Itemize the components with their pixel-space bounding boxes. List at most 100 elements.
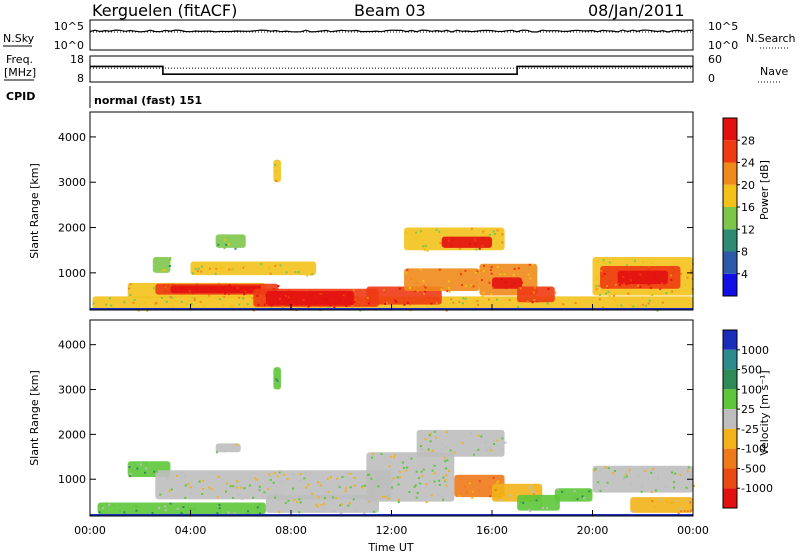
velocity-speck xyxy=(207,486,210,489)
velocity-speck xyxy=(528,486,531,489)
velocity-speck xyxy=(363,484,366,487)
power-speck xyxy=(464,269,467,272)
velocity-speck xyxy=(670,471,673,474)
power-speck xyxy=(164,268,167,271)
velocity-speck xyxy=(441,495,444,498)
velocity-speck xyxy=(581,495,584,498)
velocity-speck xyxy=(416,492,419,495)
power-speck xyxy=(200,270,203,273)
power-colorbar-swatch xyxy=(723,273,737,296)
power-speck xyxy=(307,305,310,308)
velocity-speck xyxy=(272,481,275,484)
power-colorbar-swatch xyxy=(723,229,737,252)
velocity-speck xyxy=(398,498,401,501)
power-speck xyxy=(438,268,441,271)
power-colorbar-tick: 28 xyxy=(741,134,755,147)
velocity-speck xyxy=(274,496,277,499)
velocity-speck xyxy=(679,507,682,510)
velocity-speck xyxy=(229,485,232,488)
velocity-colorbar-tick: -25 xyxy=(741,423,759,436)
power-speck xyxy=(480,279,483,282)
noise-left-tick-top: 10^5 xyxy=(54,20,84,33)
velocity-speck xyxy=(496,439,499,442)
velocity-region xyxy=(97,502,266,515)
velocity-speck xyxy=(508,494,511,497)
power-colorbar-label: Power [dB] xyxy=(758,160,771,220)
power-speck xyxy=(649,267,652,270)
velocity-colorbar-swatch xyxy=(723,389,737,410)
power-speck xyxy=(298,273,301,276)
velocity-panel: 1000 2000 3000 4000 Slant Range [km] 1000 50… xyxy=(28,319,773,517)
velocity-speck xyxy=(389,455,392,458)
power-speck xyxy=(633,259,636,262)
power-speck xyxy=(170,296,173,299)
power-speck xyxy=(482,270,485,273)
power-speck xyxy=(439,241,442,244)
power-region xyxy=(441,236,492,248)
velocity-speck xyxy=(471,490,474,493)
power-speck xyxy=(440,288,443,291)
velocity-speck xyxy=(176,474,179,477)
velocity-speck xyxy=(299,501,302,504)
power-yticks: 1000 2000 3000 4000 xyxy=(58,131,693,280)
power-speck xyxy=(238,303,241,306)
velocity-speck xyxy=(370,477,373,480)
power-speck xyxy=(622,306,625,309)
velocity-speck xyxy=(320,504,323,507)
velocity-speck xyxy=(669,467,672,470)
velocity-speck xyxy=(287,499,290,502)
power-speck xyxy=(649,286,652,289)
power-speck xyxy=(504,281,507,284)
power-speck xyxy=(351,305,354,308)
velocity-speck xyxy=(317,481,320,484)
power-speck xyxy=(383,290,386,293)
power-colorbar-swatch xyxy=(723,251,737,274)
power-speck xyxy=(186,302,189,305)
velocity-speck xyxy=(622,478,625,481)
velocity-colorbar-tick: -500 xyxy=(741,462,766,475)
velocity-speck xyxy=(100,504,103,507)
velocity-speck xyxy=(159,493,162,496)
velocity-speck xyxy=(429,479,432,482)
velocity-speck xyxy=(241,497,244,500)
power-speck xyxy=(258,285,261,288)
power-speck xyxy=(639,273,642,276)
power-speck xyxy=(500,270,503,273)
power-speck xyxy=(435,228,438,231)
power-speck xyxy=(488,281,491,284)
velocity-speck xyxy=(445,474,448,477)
power-speck xyxy=(240,235,243,238)
velocity-speck xyxy=(340,512,343,515)
power-speck xyxy=(599,293,602,296)
power-speck xyxy=(595,285,598,288)
power-speck xyxy=(288,289,291,292)
velocity-speck xyxy=(307,483,310,486)
power-speck xyxy=(190,302,193,305)
velocity-speck xyxy=(576,498,579,501)
velocity-speck xyxy=(522,501,525,504)
power-speck xyxy=(424,248,427,251)
velocity-speck xyxy=(155,470,158,473)
power-speck xyxy=(469,242,472,245)
velocity-speck xyxy=(349,472,352,475)
velocity-speck xyxy=(431,469,434,472)
power-speck xyxy=(546,302,549,305)
velocity-speck xyxy=(428,434,431,437)
power-speck xyxy=(614,283,617,286)
velocity-speck xyxy=(129,475,132,478)
x-axis: 00:00 04:00 08:00 12:00 16:00 20:00 00:00 xyxy=(74,304,709,537)
power-speck xyxy=(641,303,644,306)
power-speck xyxy=(384,302,387,305)
velocity-speck xyxy=(235,486,238,489)
power-speck xyxy=(419,268,422,271)
power-speck xyxy=(501,241,504,244)
power-speck xyxy=(470,227,473,230)
power-speck xyxy=(426,304,429,307)
velocity-speck xyxy=(168,489,171,492)
velocity-speck xyxy=(599,489,602,492)
velocity-speck xyxy=(329,476,332,479)
power-speck xyxy=(306,274,309,277)
power-speck xyxy=(242,297,245,300)
velocity-speck xyxy=(504,441,507,444)
velocity-speck xyxy=(257,489,260,492)
